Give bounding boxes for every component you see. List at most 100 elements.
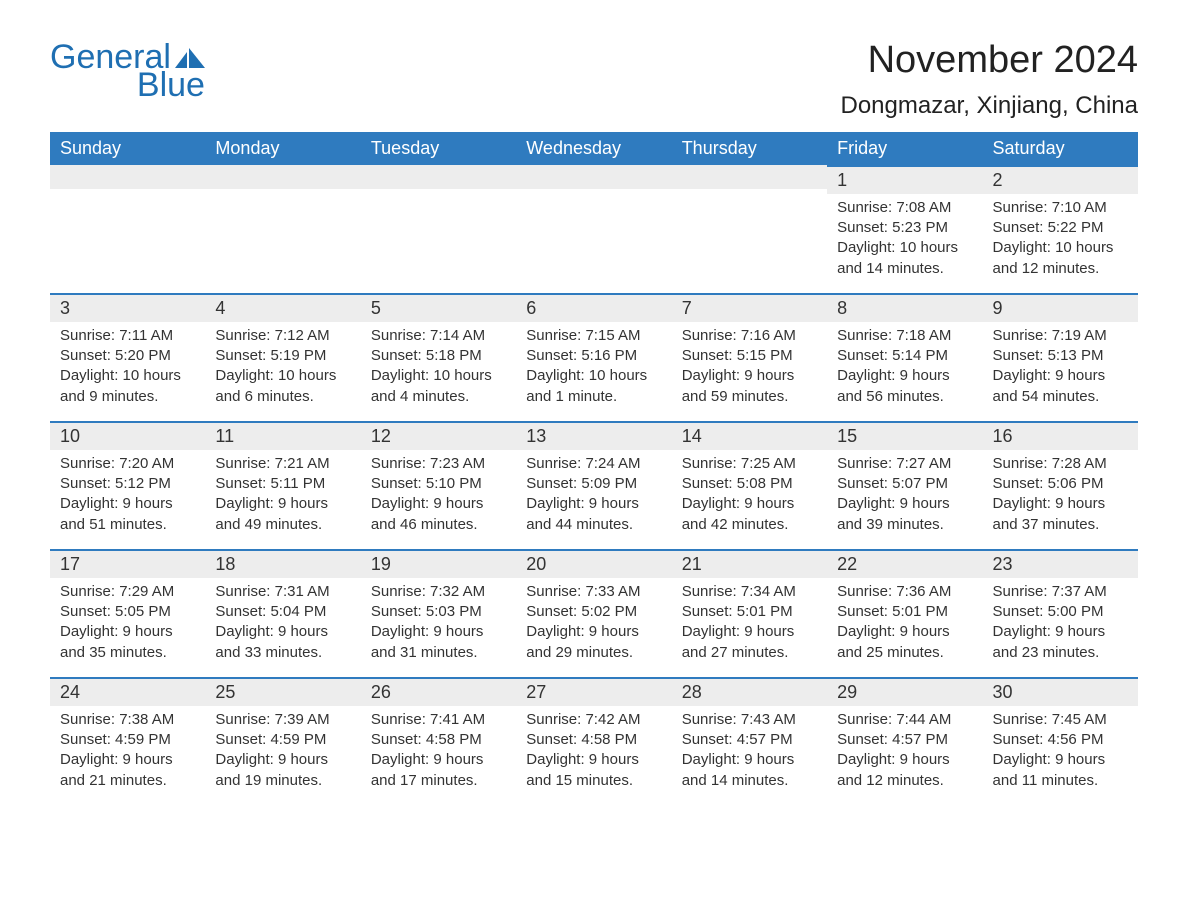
sunset-value: 5:19 PM	[270, 347, 326, 364]
sunrise-value: 7:15 AM	[585, 327, 640, 344]
day-number: 25	[205, 677, 360, 706]
sunset-label: Sunset:	[371, 347, 422, 364]
day-details: Sunrise: 7:39 AMSunset: 4:59 PMDaylight:…	[205, 706, 360, 797]
empty-cell	[205, 165, 360, 189]
weekday-header: Saturday	[983, 132, 1138, 165]
sunset-label: Sunset:	[215, 347, 266, 364]
sunrise-label: Sunrise:	[837, 327, 892, 344]
day-number: 29	[827, 677, 982, 706]
sunrise-label: Sunrise:	[837, 199, 892, 216]
day-details: Sunrise: 7:14 AMSunset: 5:18 PMDaylight:…	[361, 322, 516, 413]
day-number: 15	[827, 421, 982, 450]
daylight-label: Daylight:	[215, 495, 273, 512]
sunset-line: Sunset: 5:15 PM	[682, 346, 817, 366]
sunrise-line: Sunrise: 7:12 AM	[215, 326, 350, 346]
sunrise-label: Sunrise:	[60, 711, 115, 728]
daylight-line: Daylight: 9 hours and 49 minutes.	[215, 494, 350, 535]
sunset-line: Sunset: 4:58 PM	[526, 730, 661, 750]
day-details: Sunrise: 7:32 AMSunset: 5:03 PMDaylight:…	[361, 578, 516, 669]
day-number: 11	[205, 421, 360, 450]
sunset-label: Sunset:	[837, 219, 888, 236]
sunrise-label: Sunrise:	[682, 455, 737, 472]
sunset-value: 5:01 PM	[892, 603, 948, 620]
sunrise-label: Sunrise:	[215, 711, 270, 728]
calendar-cell: 27Sunrise: 7:42 AMSunset: 4:58 PMDayligh…	[516, 677, 671, 805]
day-number: 21	[672, 549, 827, 578]
sunset-label: Sunset:	[526, 731, 577, 748]
sunrise-line: Sunrise: 7:38 AM	[60, 710, 195, 730]
calendar-cell: 26Sunrise: 7:41 AMSunset: 4:58 PMDayligh…	[361, 677, 516, 805]
sunset-label: Sunset:	[993, 219, 1044, 236]
sunset-label: Sunset:	[993, 603, 1044, 620]
sunrise-value: 7:21 AM	[275, 455, 330, 472]
sunset-label: Sunset:	[215, 475, 266, 492]
daylight-line: Daylight: 9 hours and 11 minutes.	[993, 750, 1128, 791]
calendar-cell: 5Sunrise: 7:14 AMSunset: 5:18 PMDaylight…	[361, 293, 516, 421]
sunrise-value: 7:38 AM	[119, 711, 174, 728]
calendar-cell: 12Sunrise: 7:23 AMSunset: 5:10 PMDayligh…	[361, 421, 516, 549]
sunset-value: 5:04 PM	[270, 603, 326, 620]
sunset-line: Sunset: 5:09 PM	[526, 474, 661, 494]
sunset-label: Sunset:	[837, 603, 888, 620]
empty-cell	[516, 165, 671, 189]
day-details: Sunrise: 7:21 AMSunset: 5:11 PM Daylight:…	[205, 450, 360, 541]
day-number: 6	[516, 293, 671, 322]
calendar-cell: 15Sunrise: 7:27 AMSunset: 5:07 PMDayligh…	[827, 421, 982, 549]
sunrise-line: Sunrise: 7:21 AM	[215, 454, 350, 474]
sunrise-label: Sunrise:	[526, 583, 581, 600]
sunset-value: 5:23 PM	[892, 219, 948, 236]
sunrise-label: Sunrise:	[682, 583, 737, 600]
day-number: 1	[827, 165, 982, 194]
sunset-line: Sunset: 5:06 PM	[993, 474, 1128, 494]
sunset-line: Sunset: 4:57 PM	[837, 730, 972, 750]
sunrise-label: Sunrise:	[682, 711, 737, 728]
sunrise-value: 7:25 AM	[741, 455, 796, 472]
sunrise-label: Sunrise:	[993, 455, 1048, 472]
sunset-value: 5:03 PM	[426, 603, 482, 620]
daylight-label: Daylight:	[682, 751, 740, 768]
sunrise-value: 7:32 AM	[430, 583, 485, 600]
sunset-value: 5:18 PM	[426, 347, 482, 364]
day-number: 16	[983, 421, 1138, 450]
day-number: 27	[516, 677, 671, 706]
calendar-cell: 14Sunrise: 7:25 AMSunset: 5:08 PMDayligh…	[672, 421, 827, 549]
daylight-label: Daylight:	[215, 751, 273, 768]
sunrise-label: Sunrise:	[215, 583, 270, 600]
daylight-line: Daylight: 9 hours and 56 minutes.	[837, 366, 972, 407]
sunrise-label: Sunrise:	[526, 455, 581, 472]
sunset-label: Sunset:	[682, 731, 733, 748]
logo: General Blue	[50, 40, 205, 102]
sunset-label: Sunset:	[371, 475, 422, 492]
sunset-label: Sunset:	[60, 731, 111, 748]
calendar-cell: 29Sunrise: 7:44 AMSunset: 4:57 PMDayligh…	[827, 677, 982, 805]
sunset-label: Sunset:	[682, 347, 733, 364]
sunset-line: Sunset: 5:13 PM	[993, 346, 1128, 366]
daylight-line: Daylight: 9 hours and 44 minutes.	[526, 494, 661, 535]
calendar-cell: 22Sunrise: 7:36 AMSunset: 5:01 PMDayligh…	[827, 549, 982, 677]
calendar-cell: 17Sunrise: 7:29 AMSunset: 5:05 PMDayligh…	[50, 549, 205, 677]
sunset-line: Sunset: 5:10 PM	[371, 474, 506, 494]
daylight-line: Daylight: 10 hours and 12 minutes.	[993, 238, 1128, 279]
title-block: November 2024 Dongmazar, Xinjiang, China	[840, 40, 1138, 120]
daylight-label: Daylight:	[682, 495, 740, 512]
sunset-line: Sunset: 5:16 PM	[526, 346, 661, 366]
calendar-cell: 20Sunrise: 7:33 AMSunset: 5:02 PMDayligh…	[516, 549, 671, 677]
daylight-line: Daylight: 9 hours and 59 minutes.	[682, 366, 817, 407]
day-details: Sunrise: 7:15 AMSunset: 5:16 PMDaylight:…	[516, 322, 671, 413]
sunset-value: 5:16 PM	[581, 347, 637, 364]
daylight-line: Daylight: 10 hours and 6 minutes.	[215, 366, 350, 407]
day-details: Sunrise: 7:29 AMSunset: 5:05 PMDaylight:…	[50, 578, 205, 669]
sunset-label: Sunset:	[682, 603, 733, 620]
sunrise-label: Sunrise:	[837, 583, 892, 600]
day-number: 14	[672, 421, 827, 450]
calendar-cell: 19Sunrise: 7:32 AMSunset: 5:03 PMDayligh…	[361, 549, 516, 677]
sunset-value: 5:11 PM	[270, 475, 325, 492]
day-details: Sunrise: 7:41 AMSunset: 4:58 PMDaylight:…	[361, 706, 516, 797]
day-details: Sunrise: 7:10 AMSunset: 5:22 PMDaylight:…	[983, 194, 1138, 285]
daylight-line: Daylight: 9 hours and 12 minutes.	[837, 750, 972, 791]
daylight-label: Daylight:	[371, 367, 429, 384]
sunrise-value: 7:19 AM	[1052, 327, 1107, 344]
day-details: Sunrise: 7:27 AMSunset: 5:07 PMDaylight:…	[827, 450, 982, 541]
day-number: 3	[50, 293, 205, 322]
day-details: Sunrise: 7:19 AMSunset: 5:13 PMDaylight:…	[983, 322, 1138, 413]
